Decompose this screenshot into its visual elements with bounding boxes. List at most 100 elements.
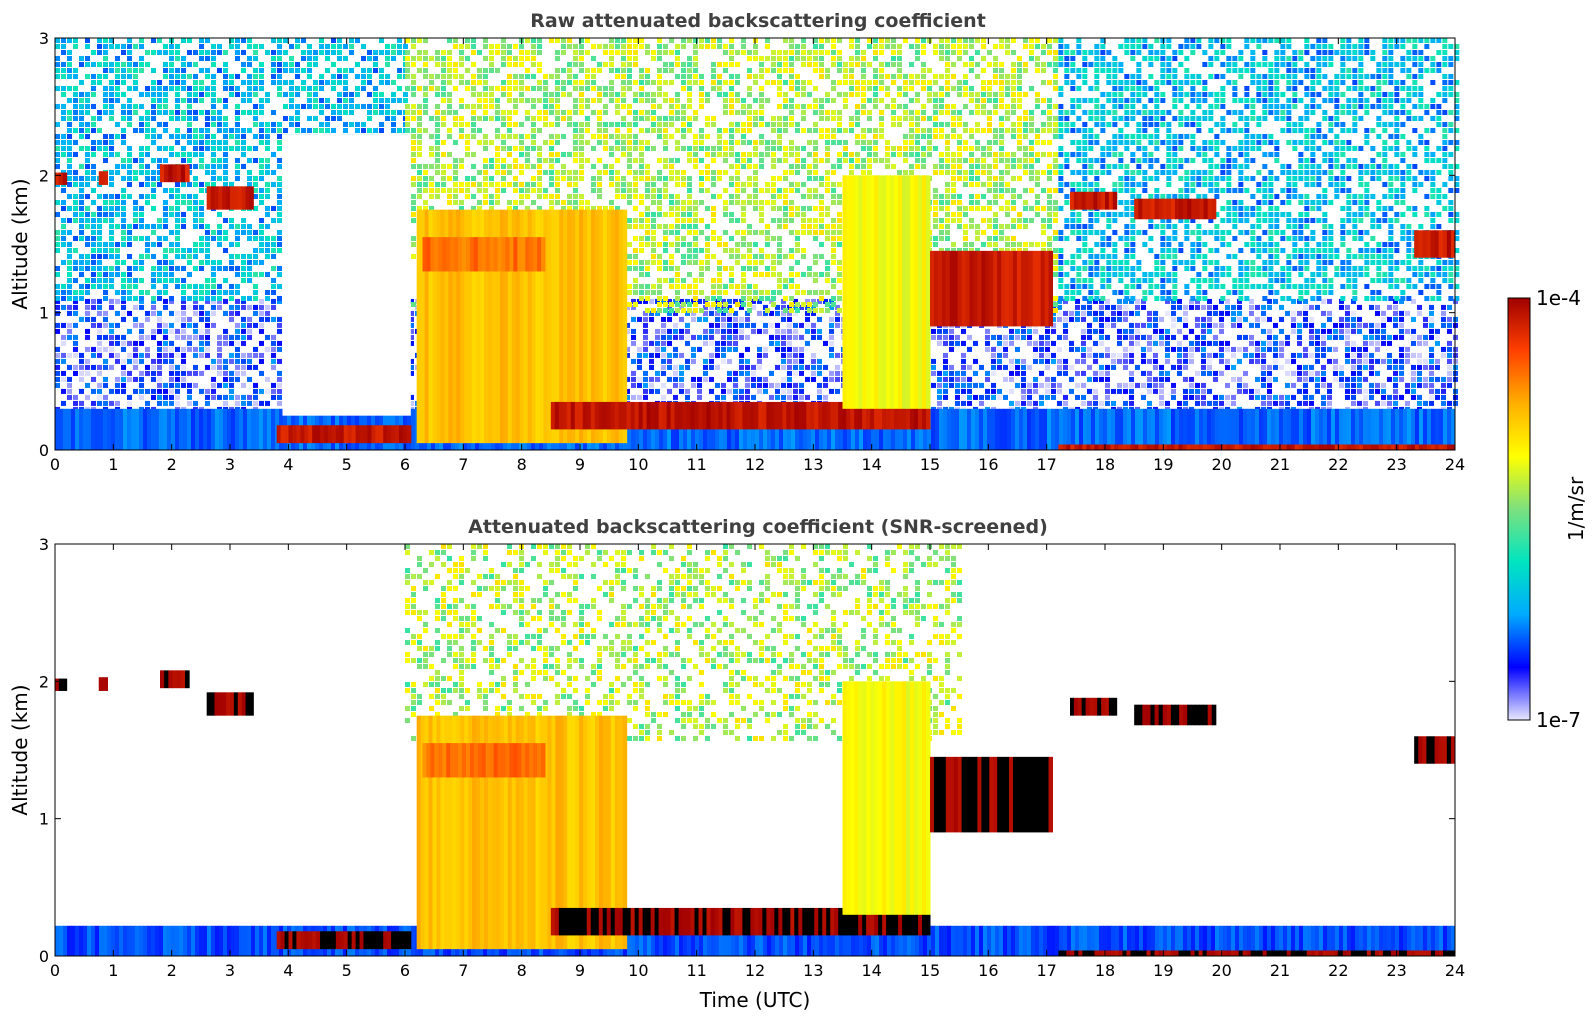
heatmap-cell: [181, 86, 186, 91]
heatmap-cell: [649, 388, 654, 394]
heatmap-cell: [109, 134, 114, 139]
heatmap-cell: [169, 146, 174, 151]
heatmap-cell: [373, 68, 378, 73]
heatmap-cell: [223, 298, 228, 304]
heatmap-cell: [751, 298, 756, 304]
heatmap-cell: [1201, 322, 1206, 328]
heatmap-cell: [115, 290, 120, 295]
heatmap-cell: [115, 206, 120, 211]
heatmap-cell: [361, 74, 366, 79]
heatmap-cell: [97, 146, 102, 151]
heatmap-cell: [163, 400, 168, 406]
heatmap-cell: [385, 50, 390, 55]
heatmap-cell: [721, 334, 726, 340]
heatmap-cell: [205, 134, 210, 139]
heatmap-cell: [799, 358, 804, 364]
heatmap-cell: [265, 98, 270, 103]
heatmap-cell: [1447, 328, 1452, 334]
heatmap-cell: [193, 328, 198, 334]
heatmap-cell: [1297, 364, 1302, 370]
heatmap-cell: [241, 304, 246, 310]
heatmap-cell: [829, 352, 834, 358]
heatmap-cell: [921, 74, 926, 79]
heatmap-cell: [609, 44, 614, 49]
heatmap-cell: [181, 116, 186, 121]
heatmap-cell: [109, 80, 114, 85]
heatmap-cell: [121, 188, 126, 193]
heatmap-cell: [1345, 328, 1350, 334]
heatmap-cell: [1297, 298, 1302, 304]
heatmap-cell: [229, 86, 234, 91]
heatmap-cell: [1435, 328, 1440, 334]
heatmap-cell: [85, 206, 90, 211]
heatmap-cell: [1333, 328, 1338, 334]
heatmap-cell: [187, 304, 192, 310]
heatmap-cell: [603, 62, 608, 67]
heatmap-cell: [631, 304, 636, 310]
heatmap-cell: [109, 272, 114, 277]
heatmap-cell: [961, 376, 966, 382]
heatmap-cell: [655, 346, 660, 352]
heatmap-cell: [145, 334, 150, 340]
heatmap-cell: [277, 134, 282, 139]
heatmap-cell: [1041, 44, 1046, 49]
heatmap-cell: [193, 80, 198, 85]
heatmap-cell: [721, 388, 726, 394]
heatmap-cell: [861, 68, 866, 73]
heatmap-cell: [289, 44, 294, 49]
heatmap-cell: [1023, 68, 1028, 73]
heatmap-cell: [103, 334, 108, 340]
heatmap-cell: [745, 388, 750, 394]
heatmap-cell: [691, 316, 696, 322]
heatmap-cell: [241, 334, 246, 340]
heatmap-cell: [973, 382, 978, 388]
heatmap-cell: [1129, 346, 1134, 352]
heatmap-cell: [205, 110, 210, 115]
heatmap-cell: [91, 304, 96, 310]
heatmap-cell: [1053, 56, 1058, 61]
heatmap-cell: [259, 170, 264, 175]
heatmap-cell: [391, 44, 396, 49]
heatmap-cell: [193, 176, 198, 181]
heatmap-cell: [1135, 328, 1140, 334]
heatmap-cell: [891, 56, 896, 61]
heatmap-cell: [955, 388, 960, 394]
heatmap-cell: [657, 44, 662, 49]
heatmap-cell: [711, 74, 716, 79]
heatmap-cell: [253, 116, 258, 121]
heatmap-cell: [187, 128, 192, 133]
heatmap-cell: [271, 74, 276, 79]
heatmap-cell: [1375, 388, 1380, 394]
heatmap-cell: [649, 310, 654, 316]
heatmap-cell: [405, 68, 410, 73]
heatmap-cell: [361, 128, 366, 133]
heatmap-cell: [949, 340, 954, 346]
heatmap-cell: [711, 62, 716, 67]
heatmap-cell: [483, 44, 488, 49]
heatmap-cell: [91, 164, 96, 169]
heatmap-cell: [115, 92, 120, 97]
heatmap-cell: [103, 322, 108, 328]
heatmap-cell: [1057, 370, 1062, 376]
heatmap-cell: [85, 266, 90, 271]
heatmap-cell: [945, 56, 950, 61]
heatmap-cell: [217, 110, 222, 115]
heatmap-cell: [151, 230, 156, 235]
heatmap-cell: [1213, 352, 1218, 358]
heatmap-cell: [1147, 376, 1152, 382]
heatmap-cell: [145, 92, 150, 97]
heatmap-cell: [265, 128, 270, 133]
heatmap-cell: [1255, 340, 1260, 346]
heatmap-cell: [1159, 394, 1164, 400]
heatmap-cell: [73, 182, 78, 187]
heatmap-cell: [193, 254, 198, 259]
heatmap-cell: [1117, 388, 1122, 394]
heatmap-cell: [67, 272, 72, 277]
heatmap-cell: [793, 322, 798, 328]
heatmap-cell: [1375, 334, 1380, 340]
heatmap-cell: [567, 74, 572, 79]
layer-noise-low: [55, 298, 1458, 412]
heatmap-cell: [139, 260, 144, 265]
heatmap-cell: [151, 86, 156, 91]
heatmap-cell: [145, 170, 150, 175]
